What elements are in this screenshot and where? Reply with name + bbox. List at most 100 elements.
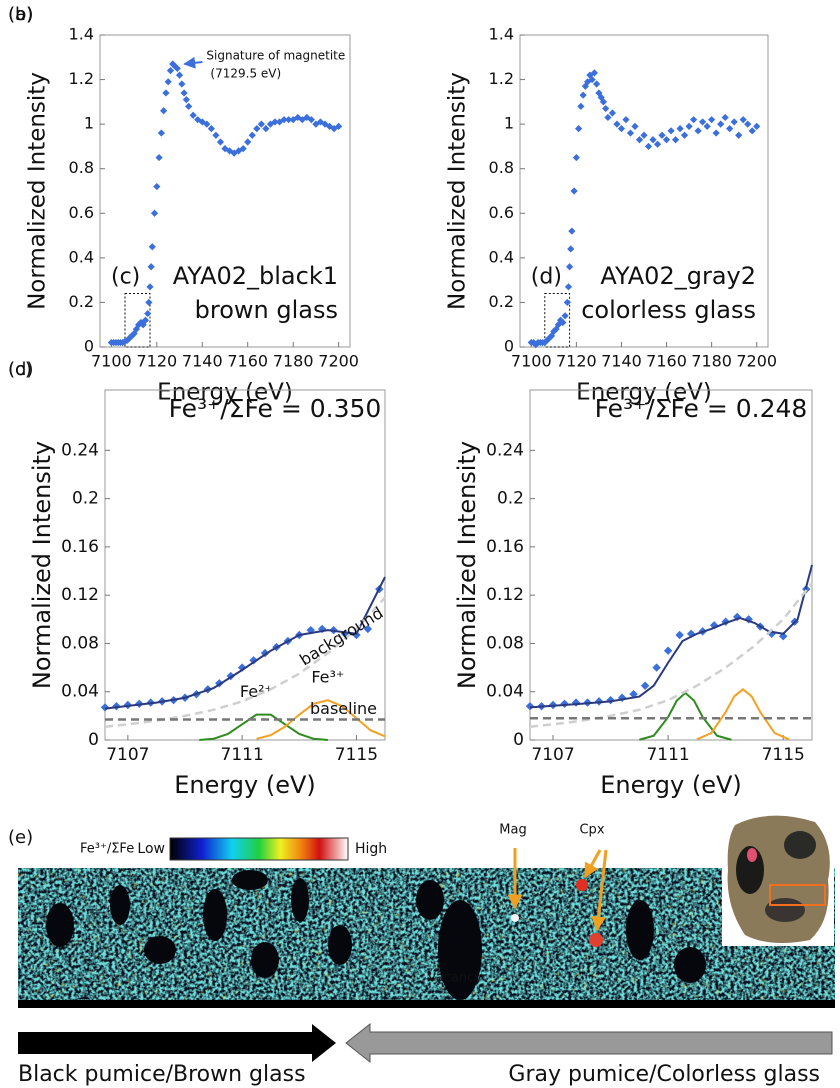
x-tick-label: 7180 <box>691 352 732 371</box>
data-point <box>189 111 197 119</box>
y-tick-label: 0.08 <box>61 633 99 653</box>
sample-photo-dark <box>736 846 764 894</box>
colorbar-low: Low <box>137 841 165 857</box>
data-point <box>130 330 138 338</box>
data-point <box>717 120 725 128</box>
series-label: Fe²⁺ <box>240 682 273 701</box>
data-point <box>541 338 549 347</box>
x-tick-label: 7140 <box>601 352 642 371</box>
data-point <box>744 120 752 128</box>
y-tick-label: 1.4 <box>489 25 514 44</box>
data-point <box>207 125 215 133</box>
y-tick-label: 0.08 <box>486 633 524 653</box>
data-point <box>157 129 165 137</box>
data-point <box>147 263 155 271</box>
y-tick-label: 0 <box>504 337 514 356</box>
cpx-grain <box>589 933 603 947</box>
colorbar-title: Fe³⁺/ΣFe <box>80 842 134 857</box>
data-point <box>644 142 653 151</box>
x-tick-label: 7160 <box>227 352 268 371</box>
y-tick-label: 0.24 <box>61 440 99 460</box>
y-tick-label: 0.4 <box>489 247 514 266</box>
series-label: baseline <box>310 699 377 718</box>
series-line <box>256 699 386 740</box>
x-tick-label: 7111 <box>646 745 689 765</box>
plot-frame <box>519 34 769 348</box>
data-point <box>160 107 168 115</box>
data-point <box>667 127 675 135</box>
x-axis-label: Energy (eV) <box>174 771 316 799</box>
data-point <box>550 327 558 335</box>
x-tick-label: 7107 <box>106 745 149 765</box>
panel-label: (b) <box>8 4 33 25</box>
x-tick-label: 7180 <box>273 352 314 371</box>
y-tick-label: 0.6 <box>489 203 514 222</box>
y-tick-label: 0 <box>84 337 94 356</box>
y-tick-label: 0 <box>88 730 99 750</box>
data-point <box>579 91 587 99</box>
series-label: background <box>296 603 386 669</box>
data-point <box>312 120 320 128</box>
y-tick-label: 0.8 <box>489 158 514 177</box>
x-tick-label: 7120 <box>556 352 597 371</box>
data-point <box>735 131 743 139</box>
data-point <box>613 120 621 128</box>
y-tick-label: 0.04 <box>486 682 524 702</box>
y-tick-label: 1.4 <box>69 25 94 44</box>
data-point <box>712 129 720 137</box>
annotation-arrow <box>183 56 203 69</box>
vacancy-label: vacancy <box>428 971 482 986</box>
data-point <box>753 122 761 130</box>
data-point <box>148 243 156 251</box>
data-point <box>640 681 650 690</box>
data-point <box>146 283 154 291</box>
ratio-label: Fe³⁺/ΣFe = 0.248 <box>595 394 808 423</box>
data-point <box>100 703 110 712</box>
y-axis-label: Normalized Intensity <box>25 72 51 310</box>
sample-label: AYA02_black1 <box>173 262 338 290</box>
data-point <box>567 245 575 253</box>
data-point <box>164 78 172 86</box>
data-point <box>599 98 608 106</box>
y-tick-label: 0.2 <box>69 292 94 311</box>
y-tick-label: 0.2 <box>72 489 99 509</box>
data-point <box>306 625 315 635</box>
data-point <box>248 131 256 139</box>
y-tick-label: 1 <box>84 114 94 133</box>
data-point <box>721 113 729 122</box>
data-point <box>571 698 581 707</box>
data-point <box>260 648 270 658</box>
data-point <box>363 624 373 634</box>
data-point <box>658 131 666 139</box>
inset-label: (d) <box>531 265 562 290</box>
y-tick-label: 1.2 <box>489 69 514 88</box>
series-line <box>529 582 813 728</box>
data-point <box>298 116 306 124</box>
right-arrow-label: Gray pumice/Colorless glass <box>508 1062 820 1087</box>
colorbar <box>169 837 349 861</box>
x-tick-label: 7111 <box>221 745 264 765</box>
sample-area-box <box>769 884 826 906</box>
data-point <box>212 131 220 139</box>
y-tick-label: 0.4 <box>69 247 94 266</box>
data-point <box>617 693 627 702</box>
data-point <box>532 341 540 349</box>
data-point <box>529 338 538 347</box>
x-axis-label: Energy (eV) <box>157 380 293 406</box>
data-point <box>608 109 617 117</box>
y-tick-label: 0 <box>513 730 524 750</box>
y-tick-label: 0.2 <box>497 489 524 509</box>
data-point <box>203 120 211 128</box>
map-panel: (e) Fe³⁺/ΣFe Low High Mag Cpx vacancy <box>8 812 835 1087</box>
plot-frame <box>529 389 813 741</box>
data-point <box>622 116 630 124</box>
colorbar-high: High <box>355 841 387 857</box>
data-point <box>564 283 573 291</box>
cpx-grain <box>576 879 588 891</box>
x-tick-label: 7200 <box>736 352 777 371</box>
y-tick-label: 0.16 <box>486 537 524 557</box>
x-tick-label: 7140 <box>182 352 223 371</box>
left-arrow-label: Black pumice/Brown glass <box>18 1062 306 1087</box>
data-point <box>123 336 131 344</box>
